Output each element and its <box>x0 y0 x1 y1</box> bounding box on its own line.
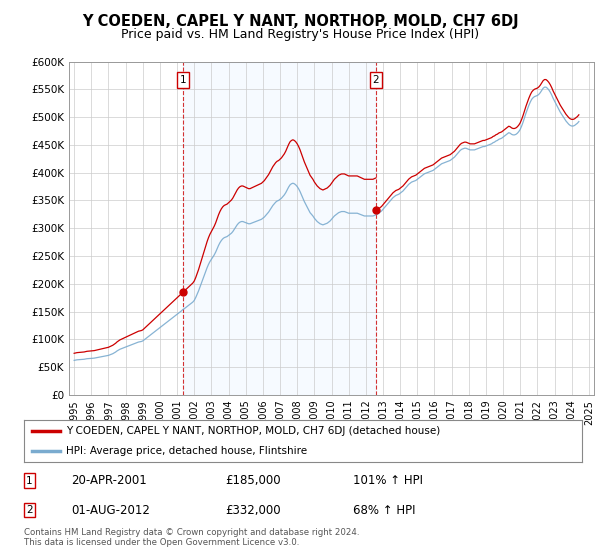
Text: 101% ↑ HPI: 101% ↑ HPI <box>353 474 423 487</box>
Text: 1: 1 <box>26 475 33 486</box>
Text: 2: 2 <box>373 75 379 85</box>
Text: 1: 1 <box>179 75 186 85</box>
Text: Y COEDEN, CAPEL Y NANT, NORTHOP, MOLD, CH7 6DJ: Y COEDEN, CAPEL Y NANT, NORTHOP, MOLD, C… <box>82 14 518 29</box>
Text: Contains HM Land Registry data © Crown copyright and database right 2024.
This d: Contains HM Land Registry data © Crown c… <box>24 528 359 547</box>
Text: HPI: Average price, detached house, Flintshire: HPI: Average price, detached house, Flin… <box>66 446 307 456</box>
Text: Price paid vs. HM Land Registry's House Price Index (HPI): Price paid vs. HM Land Registry's House … <box>121 28 479 41</box>
Text: 20-APR-2001: 20-APR-2001 <box>71 474 147 487</box>
Bar <box>183 62 376 395</box>
Text: Y COEDEN, CAPEL Y NANT, NORTHOP, MOLD, CH7 6DJ (detached house): Y COEDEN, CAPEL Y NANT, NORTHOP, MOLD, C… <box>66 426 440 436</box>
Text: 2: 2 <box>26 505 33 515</box>
Text: £185,000: £185,000 <box>225 474 281 487</box>
Text: 68% ↑ HPI: 68% ↑ HPI <box>353 503 416 516</box>
Text: £332,000: £332,000 <box>225 503 281 516</box>
Text: 01-AUG-2012: 01-AUG-2012 <box>71 503 151 516</box>
